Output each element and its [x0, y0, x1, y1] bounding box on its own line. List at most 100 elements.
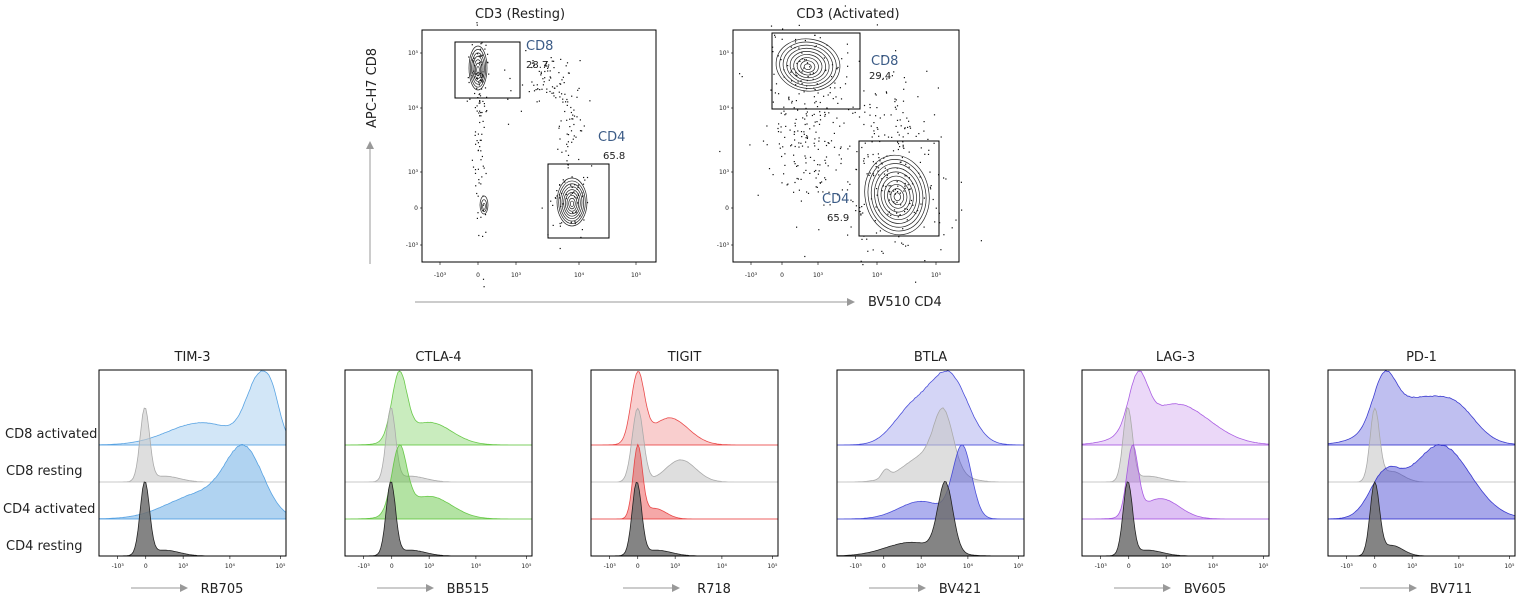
contour-line — [569, 200, 575, 207]
event-dot — [885, 91, 887, 93]
event-dot — [860, 260, 862, 262]
event-dot — [538, 70, 540, 72]
event-dot — [829, 87, 831, 89]
row-label-cd8-activated: CD8 activated — [5, 427, 97, 442]
event-dot — [509, 77, 511, 80]
event-dot — [909, 188, 911, 190]
event-dot — [474, 107, 476, 109]
event-dot — [797, 109, 799, 111]
event-dot — [477, 133, 479, 135]
event-dot — [801, 145, 804, 147]
event-dot — [909, 202, 911, 205]
event-dot — [805, 113, 807, 115]
contour-line — [893, 192, 901, 202]
gate-cd4-activated-percent: 65.9 — [827, 213, 849, 224]
event-dot — [770, 25, 773, 27]
event-dot — [579, 60, 581, 62]
event-dot — [961, 209, 963, 211]
event-dot — [556, 190, 558, 192]
event-dot — [804, 103, 806, 105]
event-dot — [572, 118, 574, 120]
event-dot — [817, 148, 819, 150]
event-dot — [477, 53, 479, 55]
event-dot — [801, 83, 803, 85]
event-dot — [896, 119, 899, 121]
event-dot — [539, 89, 541, 91]
event-dot — [809, 66, 811, 68]
event-dot — [901, 156, 903, 159]
event-dot — [897, 185, 899, 187]
event-dot — [813, 125, 815, 127]
histogram-x-tick: 10³ — [1161, 563, 1172, 570]
event-dot — [482, 120, 484, 122]
event-dot — [477, 212, 479, 214]
histogram-x-tick: -10³ — [850, 563, 863, 570]
histogram-frame — [344, 369, 533, 557]
event-dot — [945, 178, 947, 180]
event-dot — [886, 78, 888, 80]
contour-line — [867, 159, 927, 232]
event-dot — [795, 100, 797, 102]
event-dot — [719, 150, 721, 153]
event-dot — [822, 191, 824, 193]
event-dot — [873, 130, 875, 132]
event-dot — [882, 55, 884, 58]
x-axis-label: BV510 CD4 — [868, 295, 942, 310]
event-dot — [835, 169, 837, 171]
event-dot — [877, 75, 880, 77]
scatter-resting-frame — [421, 29, 657, 263]
event-dot — [888, 185, 890, 187]
event-dot — [812, 78, 814, 80]
event-dot — [576, 96, 578, 98]
event-dot — [825, 156, 828, 158]
event-dot — [833, 132, 835, 134]
event-dot — [476, 140, 478, 142]
scatter-activated: CD3 (Activated) CD8 29.4 CD4 65.9 10⁵ 10⁴… — [717, 5, 982, 283]
contour-line — [874, 167, 921, 224]
event-dot — [863, 104, 866, 107]
event-dot — [798, 142, 800, 144]
contour-line — [471, 52, 485, 85]
event-dot — [813, 96, 815, 98]
event-dot — [901, 242, 903, 244]
event-dot — [863, 162, 865, 164]
event-dot — [548, 64, 550, 66]
event-dot — [780, 59, 782, 61]
event-dot — [903, 77, 905, 79]
event-dot — [555, 97, 557, 99]
event-dot — [848, 109, 850, 111]
event-dot — [804, 123, 806, 126]
histogram-x-tick: 0 — [636, 563, 640, 570]
event-dot — [794, 125, 796, 127]
event-dot — [486, 96, 488, 98]
event-dot — [485, 111, 487, 113]
activated-x-tick: 0 — [780, 272, 784, 279]
event-dot — [565, 197, 567, 200]
event-dot — [819, 37, 821, 39]
event-dot — [577, 186, 579, 188]
event-dot — [895, 50, 897, 52]
gate-cd8-resting-label: CD8 — [526, 39, 553, 54]
event-dot — [570, 184, 572, 186]
event-dot — [852, 112, 854, 114]
histogram-x-tick: 0 — [1127, 563, 1131, 570]
event-dot — [813, 170, 816, 173]
contour-line — [864, 154, 930, 236]
event-dot — [571, 118, 573, 120]
event-dot — [805, 169, 807, 171]
event-dot — [568, 72, 570, 74]
event-dot — [478, 81, 480, 83]
event-dot — [902, 228, 904, 230]
event-dot — [807, 192, 810, 194]
event-dot — [562, 101, 564, 103]
event-dot — [893, 209, 896, 211]
event-dot — [895, 108, 897, 110]
event-dot — [482, 100, 484, 102]
activated-y-tick: 10³ — [719, 169, 730, 176]
event-dot — [793, 131, 796, 133]
gate-cd4-resting-percent: 65.8 — [603, 151, 625, 162]
event-dot — [482, 54, 484, 56]
event-dot — [589, 100, 591, 102]
event-dot — [559, 96, 561, 98]
event-dot — [582, 196, 584, 198]
